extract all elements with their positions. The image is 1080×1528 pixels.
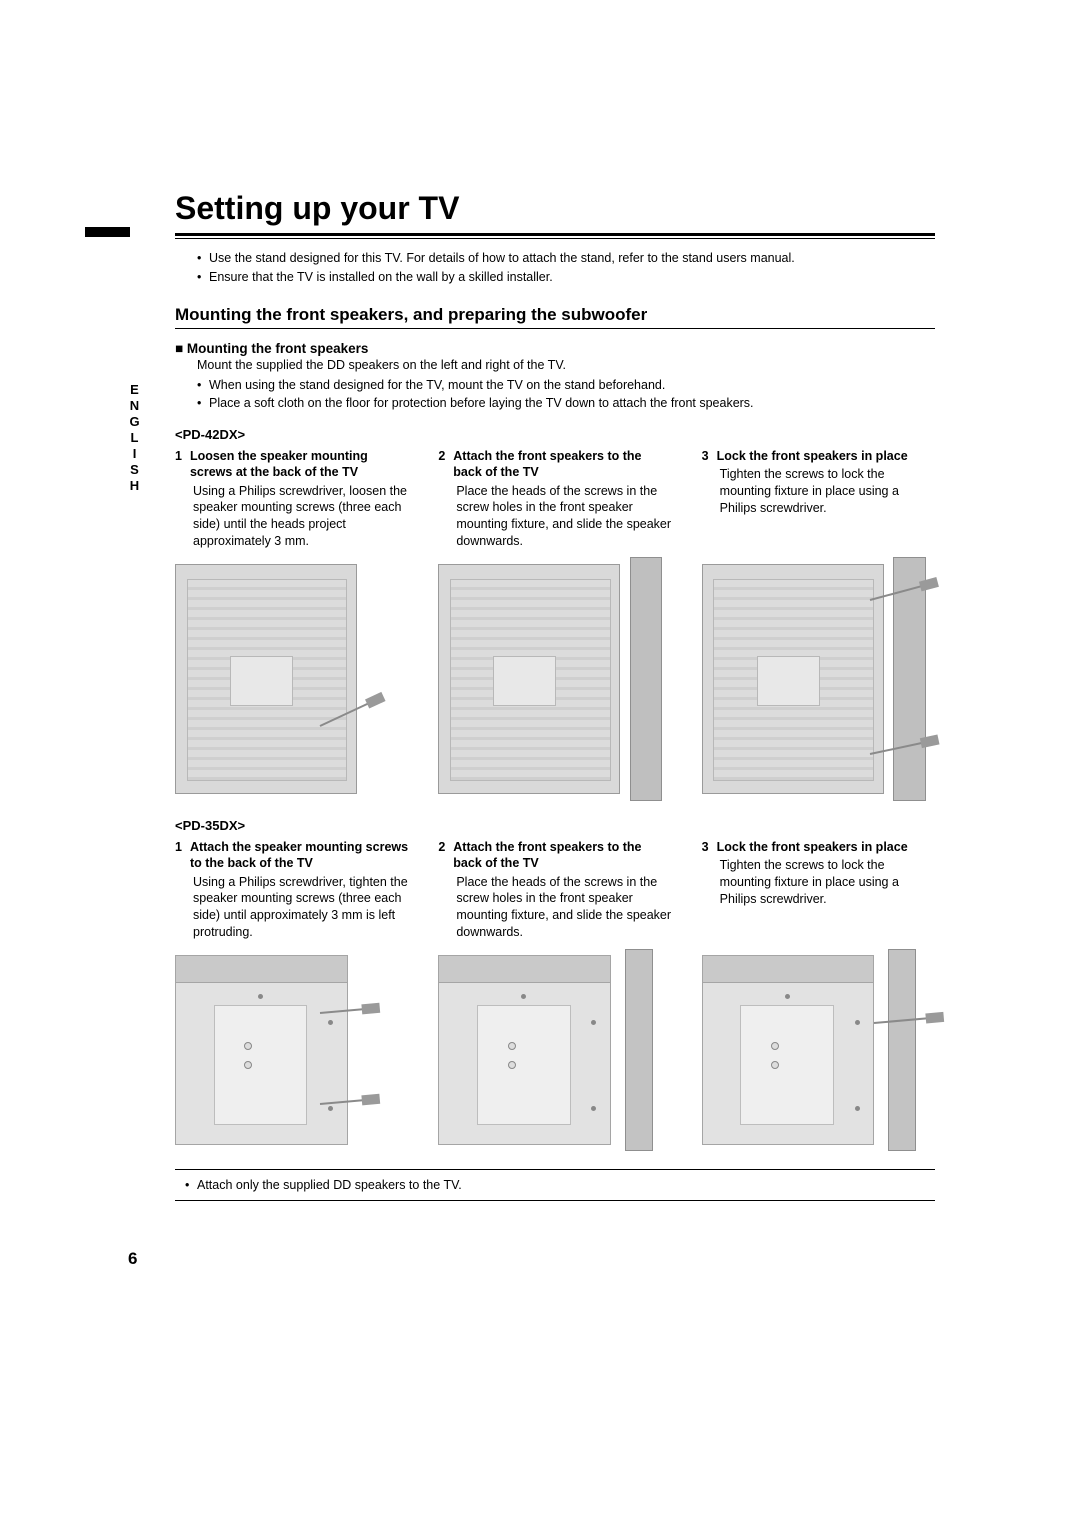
step-body: Tighten the screws to lock the mounting … <box>720 466 935 517</box>
step-title-text: Loosen the speaker mounting screws at th… <box>190 448 408 481</box>
rule-thick <box>175 233 935 236</box>
step-body: Place the heads of the screws in the scr… <box>456 483 671 551</box>
footnote-rule-bottom <box>175 1200 935 1201</box>
step-number: 1 <box>175 448 182 481</box>
step-title-text: Attach the front speakers to the back of… <box>453 448 671 481</box>
step-number: 3 <box>702 448 709 464</box>
footnote-rule-top <box>175 1169 935 1170</box>
page-number: 6 <box>128 1249 137 1269</box>
step-title: 3 Lock the front speakers in place <box>702 448 935 464</box>
subsection-title: Mounting the front speakers <box>175 341 935 356</box>
intro-list: Use the stand designed for this TV. For … <box>197 249 935 287</box>
language-label: ENGLISH <box>127 382 142 494</box>
step-title: 2 Attach the front speakers to the back … <box>438 839 671 872</box>
diagram-attach-speaker <box>438 564 671 794</box>
step-col: 3 Lock the front speakers in place Tight… <box>702 839 935 941</box>
sub-bullet: When using the stand designed for the TV… <box>197 376 935 395</box>
step-number: 2 <box>438 448 445 481</box>
step-title-text: Attach the front speakers to the back of… <box>453 839 671 872</box>
step-title-text: Lock the front speakers in place <box>717 839 935 855</box>
diagram-attach-speaker <box>438 955 671 1145</box>
step-body: Place the heads of the screws in the scr… <box>456 874 671 942</box>
intro-bullet: Use the stand designed for this TV. For … <box>197 249 935 268</box>
subsection-intro: Mount the supplied the DD speakers on th… <box>197 358 935 372</box>
step-number: 1 <box>175 839 182 872</box>
model-label: <PD-35DX> <box>175 818 935 833</box>
intro-bullet: Ensure that the TV is installed on the w… <box>197 268 935 287</box>
diagram-row <box>175 564 935 794</box>
diagram-row <box>175 955 935 1145</box>
steps-row: 1 Loosen the speaker mounting screws at … <box>175 448 935 550</box>
rule-thin <box>175 238 935 239</box>
step-title-text: Attach the speaker mounting screws to th… <box>190 839 408 872</box>
page-content: Setting up your TV Use the stand designe… <box>175 190 935 1209</box>
section-heading: Mounting the front speakers, and prepari… <box>175 305 935 329</box>
model-label: <PD-42DX> <box>175 427 935 442</box>
step-number: 2 <box>438 839 445 872</box>
step-body: Using a Philips screwdriver, tighten the… <box>193 874 408 942</box>
step-title: 1 Attach the speaker mounting screws to … <box>175 839 408 872</box>
step-col: 2 Attach the front speakers to the back … <box>438 448 671 550</box>
language-tab <box>85 227 130 237</box>
step-col: 3 Lock the front speakers in place Tight… <box>702 448 935 550</box>
step-title: 3 Lock the front speakers in place <box>702 839 935 855</box>
diagram-loosen-screws <box>175 564 408 794</box>
step-number: 3 <box>702 839 709 855</box>
step-col: 1 Loosen the speaker mounting screws at … <box>175 448 408 550</box>
steps-row: 1 Attach the speaker mounting screws to … <box>175 839 935 941</box>
diagram-attach-screws <box>175 955 408 1145</box>
footnote: Attach only the supplied DD speakers to … <box>185 1178 935 1192</box>
diagram-lock-speaker <box>702 955 935 1145</box>
diagram-lock-speaker <box>702 564 935 794</box>
step-title: 1 Loosen the speaker mounting screws at … <box>175 448 408 481</box>
step-col: 1 Attach the speaker mounting screws to … <box>175 839 408 941</box>
page-title: Setting up your TV <box>175 190 935 227</box>
step-body: Using a Philips screwdriver, loosen the … <box>193 483 408 551</box>
step-title: 2 Attach the front speakers to the back … <box>438 448 671 481</box>
step-col: 2 Attach the front speakers to the back … <box>438 839 671 941</box>
sub-bullet: Place a soft cloth on the floor for prot… <box>197 394 935 413</box>
step-body: Tighten the screws to lock the mounting … <box>720 857 935 908</box>
subsection-bullets: When using the stand designed for the TV… <box>197 376 935 414</box>
step-title-text: Lock the front speakers in place <box>717 448 935 464</box>
